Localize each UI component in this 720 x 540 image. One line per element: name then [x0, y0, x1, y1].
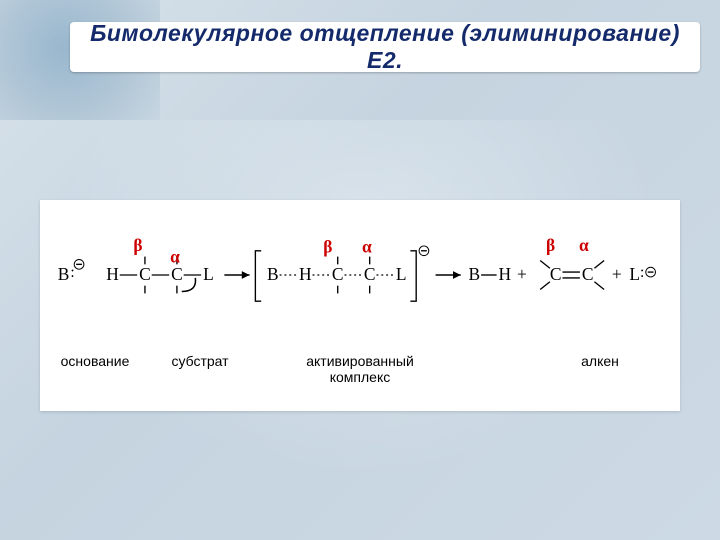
- atom-H: H: [106, 264, 119, 284]
- curved-arrow: [182, 278, 196, 292]
- beta-label-2: β: [323, 237, 332, 257]
- captions-row: основание субстрат активированный компле…: [50, 353, 670, 385]
- beta-label-1: β: [133, 235, 142, 255]
- plus-2: +: [612, 264, 622, 284]
- svg-text:C: C: [582, 264, 594, 284]
- alpha-label-2: α: [362, 237, 372, 257]
- caption-alkene: алкен: [530, 353, 670, 385]
- caption-substrate: субстрат: [140, 353, 260, 385]
- caption-gap: [460, 353, 530, 385]
- bracket-left: [255, 251, 261, 301]
- title-banner: Бимолекулярное отщепление (элиминировани…: [70, 22, 700, 72]
- atom-Cb: C: [139, 264, 151, 284]
- svg-text:H: H: [299, 264, 312, 284]
- bracket-right: [410, 251, 416, 301]
- svg-text::: :: [640, 264, 644, 281]
- alpha-label-3: α: [579, 235, 589, 255]
- caption-complex: активированный комплекс: [260, 353, 460, 385]
- svg-text:L: L: [396, 264, 407, 284]
- svg-text:C: C: [550, 264, 562, 284]
- svg-text:B: B: [267, 264, 279, 284]
- svg-text:L: L: [629, 264, 640, 284]
- atom-L: L: [203, 264, 214, 284]
- svg-text:C: C: [332, 264, 344, 284]
- caption-base: основание: [50, 353, 140, 385]
- slide: Бимолекулярное отщепление (элиминировани…: [0, 0, 720, 540]
- alpha-label-1: α: [170, 246, 180, 266]
- atom-Ca: C: [171, 264, 183, 284]
- atom-B: B: [58, 264, 70, 284]
- beta-label-3: β: [546, 235, 555, 255]
- caption-complex-l2: комплекс: [330, 369, 391, 385]
- svg-text:B: B: [469, 264, 481, 284]
- svg-text:H: H: [499, 264, 512, 284]
- reaction-scheme: B : H C C L β α: [50, 220, 670, 330]
- plus-1: +: [517, 264, 527, 284]
- caption-complex-l1: активированный: [306, 353, 414, 369]
- lonepair: :: [70, 264, 74, 281]
- svg-text:C: C: [364, 264, 376, 284]
- page-title: Бимолекулярное отщепление (элиминировани…: [70, 20, 700, 74]
- reaction-panel: B : H C C L β α: [40, 200, 680, 411]
